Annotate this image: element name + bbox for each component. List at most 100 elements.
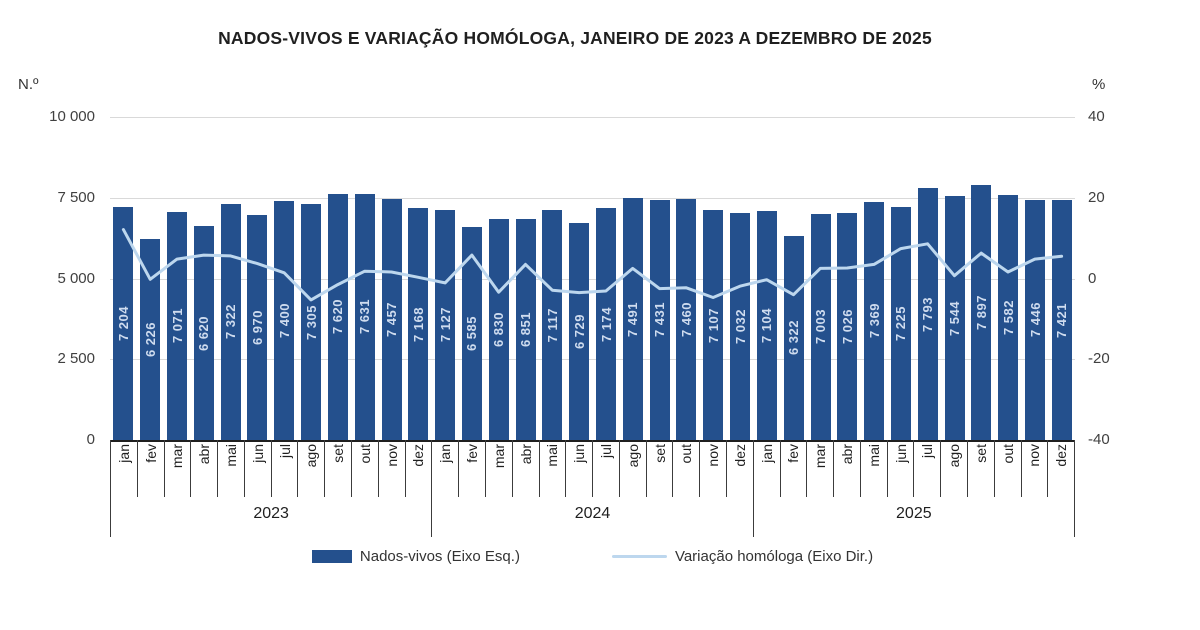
month-label: fev <box>464 444 481 463</box>
bar-slot: 7 369 <box>861 117 888 440</box>
bar-slot: 6 729 <box>566 117 593 440</box>
bar-value-label: 6 851 <box>518 311 534 347</box>
month-label: out <box>999 444 1016 464</box>
month-label: out <box>678 444 695 464</box>
bar-slot: 7 071 <box>164 117 191 440</box>
month-label: nov <box>705 444 722 467</box>
bar: 6 970 <box>247 214 268 440</box>
chart-title: NADOS-VIVOS E VARIAÇÃO HOMÓLOGA, JANEIRO… <box>218 28 932 48</box>
month-label: set <box>972 444 989 463</box>
month-label: jun <box>892 444 909 463</box>
bar: 7 446 <box>1025 199 1046 440</box>
month-cell: ago <box>298 440 326 497</box>
month-cell: fev <box>459 440 486 497</box>
bar-slot: 6 226 <box>137 117 164 440</box>
bar-value-label: 7 003 <box>813 309 829 345</box>
bar-slot: 7 032 <box>727 117 754 440</box>
bar: 7 174 <box>596 208 617 440</box>
bar: 6 322 <box>783 235 804 440</box>
bar: 7 582 <box>998 195 1019 440</box>
bar: 7 620 <box>327 193 348 440</box>
month-axis: jan fev mar abr mai jun jul ago set out nov dez jan f… <box>110 440 1075 497</box>
bar: 7 204 <box>113 207 134 440</box>
month-label: ago <box>624 444 641 468</box>
bar-slot: 7 305 <box>298 117 325 440</box>
bar: 7 168 <box>408 208 429 440</box>
bar-slot: 7 400 <box>271 117 298 440</box>
y-tick-label-left: 2 500 <box>57 350 95 368</box>
year-cell: 2023 <box>111 497 433 537</box>
bar-value-label: 7 174 <box>598 306 614 342</box>
month-label: nov <box>383 444 400 467</box>
bar-value-label: 6 830 <box>491 312 507 348</box>
legend-label-bars: Nados-vivos (Eixo Esq.) <box>359 548 520 565</box>
month-cell: mar <box>807 440 835 497</box>
bar-slot: 7 491 <box>619 117 646 440</box>
legend: Nados-vivos (Eixo Esq.) Variação homólog… <box>0 548 1185 565</box>
legend-item-bars: Nados-vivos (Eixo Esq.) <box>311 548 520 565</box>
bar-swatch <box>311 550 352 563</box>
y-tick-label-right: 20 <box>1088 188 1105 206</box>
bar-slot: 6 322 <box>780 117 807 440</box>
month-label: fev <box>142 444 159 463</box>
month-cell: jun <box>888 440 915 497</box>
bar-value-label: 7 631 <box>357 299 373 335</box>
bar-slot: 7 003 <box>807 117 834 440</box>
bar-series: 7 204 6 226 7 071 6 620 7 322 6 970 7 400 7 305… <box>110 117 1075 440</box>
bar: 6 620 <box>193 226 214 440</box>
bar: 7 026 <box>837 213 858 440</box>
bar-value-label: 7 793 <box>920 296 936 332</box>
month-cell: jan <box>432 440 460 497</box>
bar-slot: 6 830 <box>485 117 512 440</box>
bar-slot: 7 544 <box>941 117 968 440</box>
y-tick-label-right: -20 <box>1088 350 1110 368</box>
bar: 7 305 <box>301 204 322 440</box>
month-cell: jun <box>566 440 594 497</box>
bar: 7 544 <box>944 196 965 440</box>
month-label: mai <box>865 444 882 467</box>
bar-value-label: 7 104 <box>759 307 775 343</box>
gridline <box>110 197 1075 199</box>
month-label: dez <box>731 444 748 467</box>
bar-value-label: 6 226 <box>142 321 158 357</box>
year-label: 2023 <box>253 505 289 522</box>
month-cell: mar <box>486 440 513 497</box>
plot-area: 7 204 6 226 7 071 6 620 7 322 6 970 7 400 7 305… <box>110 117 1075 442</box>
month-cell: dez <box>406 440 433 497</box>
bar-slot: 7 460 <box>673 117 700 440</box>
bar-slot: 7 897 <box>968 117 995 440</box>
month-label: set <box>330 444 347 463</box>
year-cell: 2024 <box>432 497 754 537</box>
bar-value-label: 7 544 <box>947 300 963 336</box>
month-cell: nov <box>700 440 727 497</box>
month-cell: abr <box>834 440 861 497</box>
y-tick-label-left: 5 000 <box>57 269 95 287</box>
legend-label-line: Variação homóloga (Eixo Dir.) <box>674 548 874 565</box>
bar: 7 369 <box>864 201 885 440</box>
month-label: ago <box>303 444 320 468</box>
bar-slot: 6 970 <box>244 117 271 440</box>
bar: 7 107 <box>703 210 724 440</box>
bar-value-label: 7 305 <box>303 304 319 340</box>
month-cell: jun <box>245 440 272 497</box>
bar-value-label: 7 322 <box>223 304 239 340</box>
month-label: abr <box>838 444 855 465</box>
bar-value-label: 7 071 <box>169 308 185 344</box>
bar: 7 897 <box>971 184 992 440</box>
month-cell: mai <box>540 440 567 497</box>
bar: 7 457 <box>381 199 402 440</box>
month-label: jul <box>276 444 293 459</box>
bar-slot: 7 322 <box>217 117 244 440</box>
year-axis: 2023 2024 2025 <box>110 497 1075 537</box>
month-label: out <box>356 444 373 464</box>
month-label: dez <box>1053 444 1070 467</box>
bar-value-label: 7 457 <box>384 302 400 338</box>
bar: 7 322 <box>220 203 241 440</box>
bar-slot: 6 620 <box>190 117 217 440</box>
bar-value-label: 6 585 <box>464 316 480 352</box>
bar-value-label: 7 431 <box>652 302 668 338</box>
bar: 6 729 <box>569 222 590 440</box>
bar: 7 003 <box>810 213 831 440</box>
bar: 6 830 <box>488 219 509 440</box>
month-label: jan <box>758 444 775 463</box>
